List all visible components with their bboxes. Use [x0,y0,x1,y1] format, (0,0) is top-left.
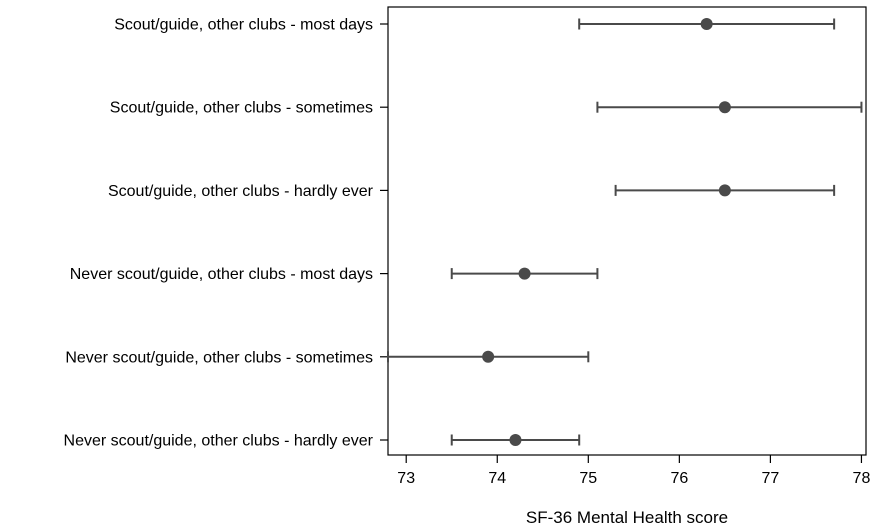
estimate-point [518,267,531,280]
estimate-point [700,18,713,30]
category-label: Never scout/guide, other clubs - most da… [70,266,373,283]
estimate-point [718,184,731,197]
estimate-point [509,434,522,446]
plot-frame [387,6,867,456]
estimate-point [482,350,495,363]
x-tick-label: 77 [762,470,780,487]
category-label: Never scout/guide, other clubs - hardly … [64,433,374,450]
estimate-point [718,101,731,114]
x-tick-label: 73 [397,470,415,487]
x-tick-label: 78 [853,470,871,487]
x-tick-label: 75 [579,470,597,487]
category-label: Scout/guide, other clubs - sometimes [110,100,373,117]
x-axis-title: SF-36 Mental Health score [526,508,728,527]
x-tick-label: 74 [488,470,506,487]
x-tick-label: 76 [670,470,688,487]
category-label: Never scout/guide, other clubs - sometim… [65,349,373,366]
category-label: Scout/guide, other clubs - hardly ever [108,183,374,200]
category-label: Scout/guide, other clubs - most days [114,17,373,34]
